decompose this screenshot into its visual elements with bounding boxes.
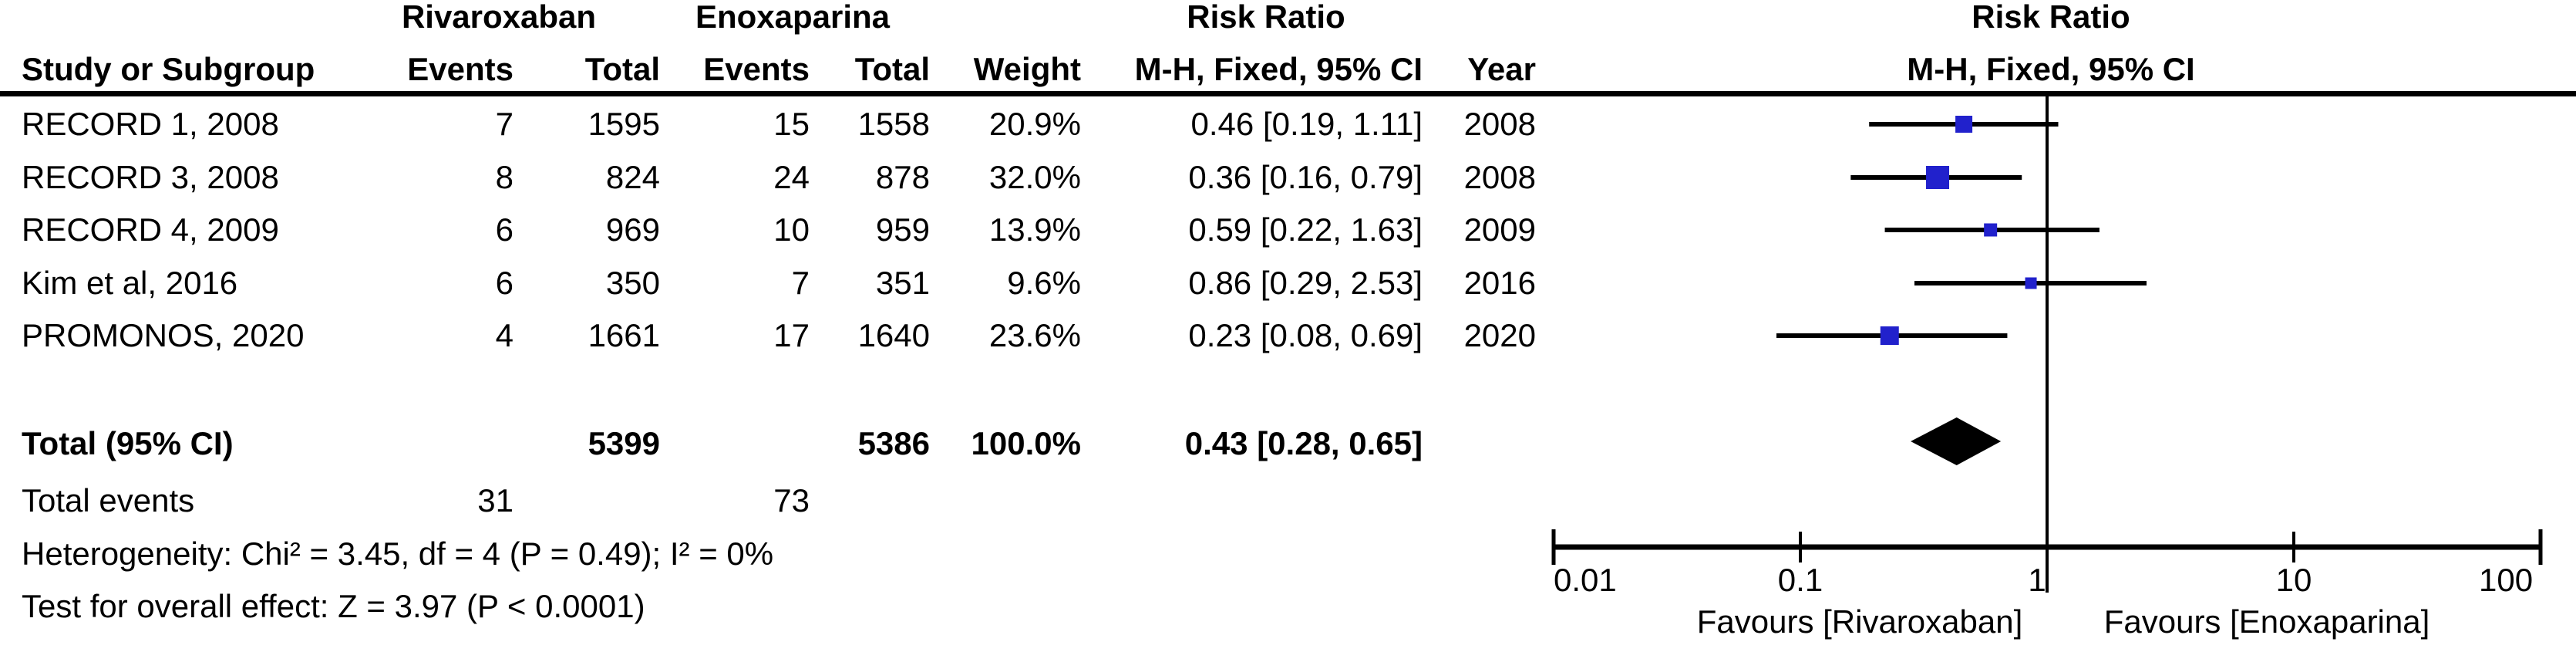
ci-text-value: 0.59 [0.22, 1.63] <box>1188 211 1423 248</box>
axis-tick-label-10: 10 <box>2275 562 2312 598</box>
effect-marker <box>1984 223 1998 237</box>
favours-right-label: Favours [Enoxaparina] <box>2103 603 2430 640</box>
enox-total-value: 878 <box>875 159 930 195</box>
study-name: PROMONOS, 2020 <box>22 317 305 353</box>
col-header-riv-total: Total <box>584 51 660 87</box>
enox-events-value: 7 <box>791 265 810 301</box>
group-header-enoxaparina: Enoxaparina <box>695 0 891 35</box>
enox-events-value: 10 <box>773 211 810 248</box>
study-name: RECORD 3, 2008 <box>22 159 279 195</box>
weight-value: 9.6% <box>1007 265 1081 301</box>
col-header-ci: M-H, Fixed, 95% CI <box>1134 51 1423 87</box>
total-events-enoxaparina: 73 <box>773 482 810 519</box>
riv-events-value: 4 <box>495 317 514 353</box>
total-row-label: Total (95% CI) <box>22 425 234 461</box>
overall-effect-text: Test for overall effect: Z = 3.97 (P < 0… <box>22 588 645 624</box>
col-header-weight: Weight <box>973 51 1081 87</box>
ci-text-value: 0.23 [0.08, 0.69] <box>1188 317 1423 353</box>
group-header-rivaroxaban: Rivaroxaban <box>401 0 597 35</box>
axis-tick-label-1: 1 <box>2028 562 2046 598</box>
riv-events-value: 8 <box>495 159 514 195</box>
ci-text-value: 0.36 [0.16, 0.79] <box>1188 159 1423 195</box>
total-enox-total: 5386 <box>857 425 930 461</box>
total-riv-total: 5399 <box>588 425 660 461</box>
riv-total-value: 1595 <box>588 106 660 142</box>
weight-value: 13.9% <box>988 211 1081 248</box>
ci-text-value: 0.86 [0.29, 2.53] <box>1188 265 1423 301</box>
col-header-enox-total: Total <box>854 51 930 87</box>
summary-diamond <box>1911 417 2002 465</box>
year-value: 2008 <box>1463 159 1536 195</box>
effect-marker <box>1926 166 1950 189</box>
total-events-label: Total events <box>22 482 195 519</box>
enox-total-value: 351 <box>875 265 930 301</box>
study-name: RECORD 4, 2009 <box>22 211 279 248</box>
riv-events-value: 7 <box>495 106 514 142</box>
year-value: 2009 <box>1463 211 1536 248</box>
study-name: RECORD 1, 2008 <box>22 106 279 142</box>
col-header-year: Year <box>1467 51 1536 87</box>
heterogeneity-text: Heterogeneity: Chi² = 3.45, df = 4 (P = … <box>22 535 774 572</box>
year-value: 2016 <box>1463 265 1536 301</box>
col-header-riv-events: Events <box>407 51 514 87</box>
axis-tick-label-001: 0.01 <box>1554 562 1617 598</box>
total-ci: 0.43 [0.28, 0.65] <box>1184 425 1423 461</box>
riv-total-value: 1661 <box>588 317 660 353</box>
header-rule <box>0 91 2576 96</box>
riv-events-value: 6 <box>495 211 514 248</box>
weight-value: 20.9% <box>988 106 1081 142</box>
study-name: Kim et al, 2016 <box>22 265 238 301</box>
enox-events-value: 17 <box>773 317 810 353</box>
year-value: 2008 <box>1463 106 1536 142</box>
total-weight: 100.0% <box>971 425 1081 461</box>
ci-text-value: 0.46 [0.19, 1.11] <box>1190 106 1423 142</box>
enox-events-value: 15 <box>773 106 810 142</box>
col-header-enox-events: Events <box>703 51 810 87</box>
enox-events-value: 24 <box>773 159 810 195</box>
axis-tick-label-100: 100 <box>2479 562 2534 598</box>
col-header-study: Study or Subgroup <box>22 51 315 87</box>
effect-marker <box>1955 116 1973 133</box>
effect-marker <box>2025 277 2037 289</box>
plot-title: Risk Ratio <box>1972 0 2130 35</box>
weight-value: 32.0% <box>988 159 1081 195</box>
enox-total-value: 1558 <box>857 106 930 142</box>
plot-subtitle: M-H, Fixed, 95% CI <box>1907 51 2195 87</box>
riv-total-value: 350 <box>605 265 660 301</box>
riv-total-value: 824 <box>605 159 660 195</box>
year-value: 2020 <box>1463 317 1536 353</box>
weight-value: 23.6% <box>988 317 1081 353</box>
axis-tick-label-01: 0.1 <box>1777 562 1823 598</box>
enox-total-value: 959 <box>875 211 930 248</box>
total-events-rivaroxaban: 31 <box>477 482 514 519</box>
riv-events-value: 6 <box>495 265 514 301</box>
favours-left-label: Favours [Rivaroxaban] <box>1696 603 2023 640</box>
risk-ratio-column-header: Risk Ratio <box>1187 0 1345 35</box>
enox-total-value: 1640 <box>857 317 930 353</box>
effect-marker <box>1880 326 1899 345</box>
riv-total-value: 969 <box>605 211 660 248</box>
